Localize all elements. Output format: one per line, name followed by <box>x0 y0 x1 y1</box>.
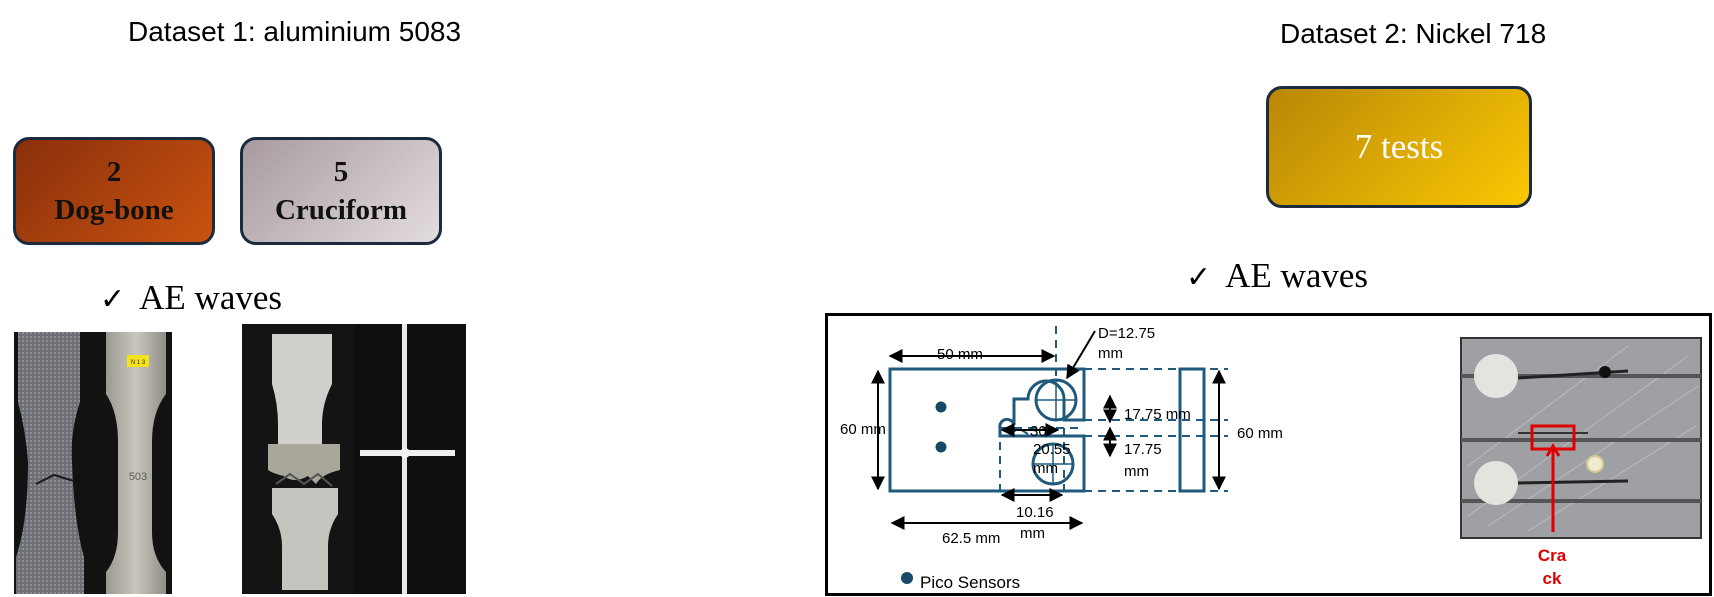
checkmark-icon: ✓ <box>100 282 126 317</box>
dim-20-55-line2: mm <box>1033 460 1058 477</box>
crack-label-line2: ck <box>1543 569 1562 588</box>
dataset1-title: Dataset 1: aluminium 5083 <box>128 16 462 47</box>
dogbone-label: Dog-bone <box>54 194 174 226</box>
dogbone-count: 2 <box>106 156 122 188</box>
cruciform-photo-graphic <box>242 324 466 594</box>
specimen-diagram-panel: 50 mm 60 mm 60 mm D=12.75 mm 17.75 mm 17… <box>825 313 1712 596</box>
crack-label-line1: Cra <box>1538 546 1567 565</box>
dogbone-specimen-photo: N 1 3 503 <box>14 332 172 594</box>
specimen-tag-text: N 1 3 <box>131 360 146 366</box>
checkmark-icon: ✓ <box>1186 260 1212 295</box>
dim-60mm-right: 60 mm <box>1237 425 1283 442</box>
sensor-legend-icon <box>901 572 913 584</box>
dataset1-ae-waves-label: AE waves <box>139 278 283 317</box>
cruciform-count-box: 5 Cruciform <box>240 137 442 245</box>
dim-diameter-line1: D=12.75 <box>1098 325 1155 342</box>
crack-specimen-photo <box>1460 337 1702 539</box>
pico-sensors-legend: Pico Sensors <box>920 573 1020 592</box>
dim-60mm-left: 60 mm <box>840 421 886 438</box>
dogbone-photo-graphic: N 1 3 503 <box>14 332 172 594</box>
dogbone-count-box: 2 Dog-bone <box>13 137 215 245</box>
cruciform-specimen-photo <box>242 324 466 594</box>
dataset2-ae-waves-label: AE waves <box>1225 256 1369 295</box>
specimen-diagram: 50 mm 60 mm 60 mm D=12.75 mm 17.75 mm 17… <box>840 325 1702 592</box>
dataset1-ae-waves: ✓ AE waves <box>100 278 282 318</box>
dim-17-75-bottom-line1: 17.75 <box>1124 441 1162 458</box>
dim-10-16-line1: 10.16 <box>1016 504 1054 521</box>
specimen-marking-text: 503 <box>129 471 147 483</box>
cruciform-label: Cruciform <box>274 194 408 226</box>
dim-diameter-line2: mm <box>1098 345 1123 362</box>
dim-10-16-line2: mm <box>1020 525 1045 542</box>
dataset2-title: Dataset 2: Nickel 718 <box>1280 18 1547 49</box>
dim-30: 30 <box>1030 423 1047 440</box>
cruciform-count: 5 <box>333 156 349 188</box>
dim-50mm: 50 mm <box>937 346 983 363</box>
dim-20-55-line1: 20.55 <box>1033 441 1071 458</box>
nickel-tests-label: 7 tests <box>1354 127 1444 166</box>
dim-62-5mm: 62.5 mm <box>942 530 1000 547</box>
nickel-tests-box: 7 tests <box>1266 86 1532 208</box>
dim-17-75-bottom-line2: mm <box>1124 463 1149 480</box>
dataset2-ae-waves: ✓ AE waves <box>1186 256 1368 296</box>
dim-17-75-top: 17.75 mm <box>1124 406 1191 423</box>
